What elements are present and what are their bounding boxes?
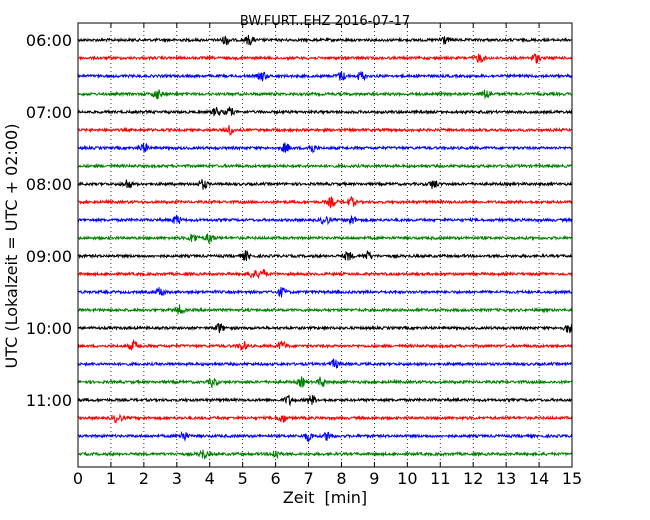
trace-0845 — [77, 233, 573, 245]
x-tick-label: 1 — [106, 469, 116, 488]
trace-0615 — [77, 52, 573, 64]
x-tick-label: 0 — [73, 469, 83, 488]
x-ticks: 0 1 2 3 4 5 6 7 8 9 10 11 12 13 14 15 — [73, 23, 582, 488]
y-tick-label: 07:00 — [26, 103, 72, 122]
y-tick-label: 10:00 — [26, 319, 72, 338]
trace-0645 — [77, 89, 573, 100]
x-tick-label: 5 — [238, 469, 248, 488]
trace-0715 — [77, 125, 573, 136]
x-tick-label: 4 — [205, 469, 215, 488]
trace-0815 — [77, 196, 573, 210]
x-tick-label: 6 — [271, 469, 281, 488]
trace-1045 — [77, 375, 573, 390]
x-tick-label: 13 — [496, 469, 516, 488]
trace-0745 — [77, 162, 573, 170]
traces — [77, 34, 573, 460]
y-ticks: 06:00 07:00 08:00 09:00 10:00 11:00 — [26, 31, 572, 410]
x-tick-label: 14 — [529, 469, 549, 488]
x-tick-label: 3 — [172, 469, 182, 488]
x-axis-label: Zeit [min] — [283, 488, 367, 507]
x-tick-label: 2 — [139, 469, 149, 488]
y-tick-label: 06:00 — [26, 31, 72, 50]
y-tick-label: 11:00 — [26, 391, 72, 410]
trace-0600 — [77, 34, 573, 46]
trace-1145 — [77, 449, 573, 460]
trace-1000 — [77, 323, 573, 334]
x-tick-label: 15 — [562, 469, 582, 488]
trace-0630 — [77, 71, 573, 82]
y-axis-label: UTC (Lokalzeit = UTC + 02:00) — [2, 124, 21, 369]
trace-1015 — [77, 338, 573, 351]
trace-1115 — [77, 413, 573, 424]
trace-0900 — [77, 250, 573, 262]
chart-title: BW.FURT..EHZ 2016-07-17 — [240, 14, 410, 29]
trace-0700 — [77, 106, 573, 117]
x-tick-label: 10 — [397, 469, 417, 488]
trace-0915 — [77, 269, 573, 280]
y-tick-label: 08:00 — [26, 175, 72, 194]
trace-1130 — [77, 431, 573, 443]
trace-1100 — [77, 394, 573, 407]
x-tick-label: 12 — [463, 469, 483, 488]
trace-0800 — [77, 179, 573, 190]
trace-0730 — [77, 142, 573, 154]
x-tick-label: 8 — [336, 469, 346, 488]
x-tick-label: 9 — [369, 469, 379, 488]
trace-0830 — [77, 214, 573, 226]
x-tick-label: 11 — [430, 469, 450, 488]
x-tick-label: 7 — [303, 469, 313, 488]
trace-0945 — [77, 304, 573, 315]
plot-frame — [77, 22, 573, 468]
trace-0930 — [77, 286, 573, 298]
y-tick-label: 09:00 — [26, 247, 72, 266]
trace-1030 — [77, 358, 573, 369]
